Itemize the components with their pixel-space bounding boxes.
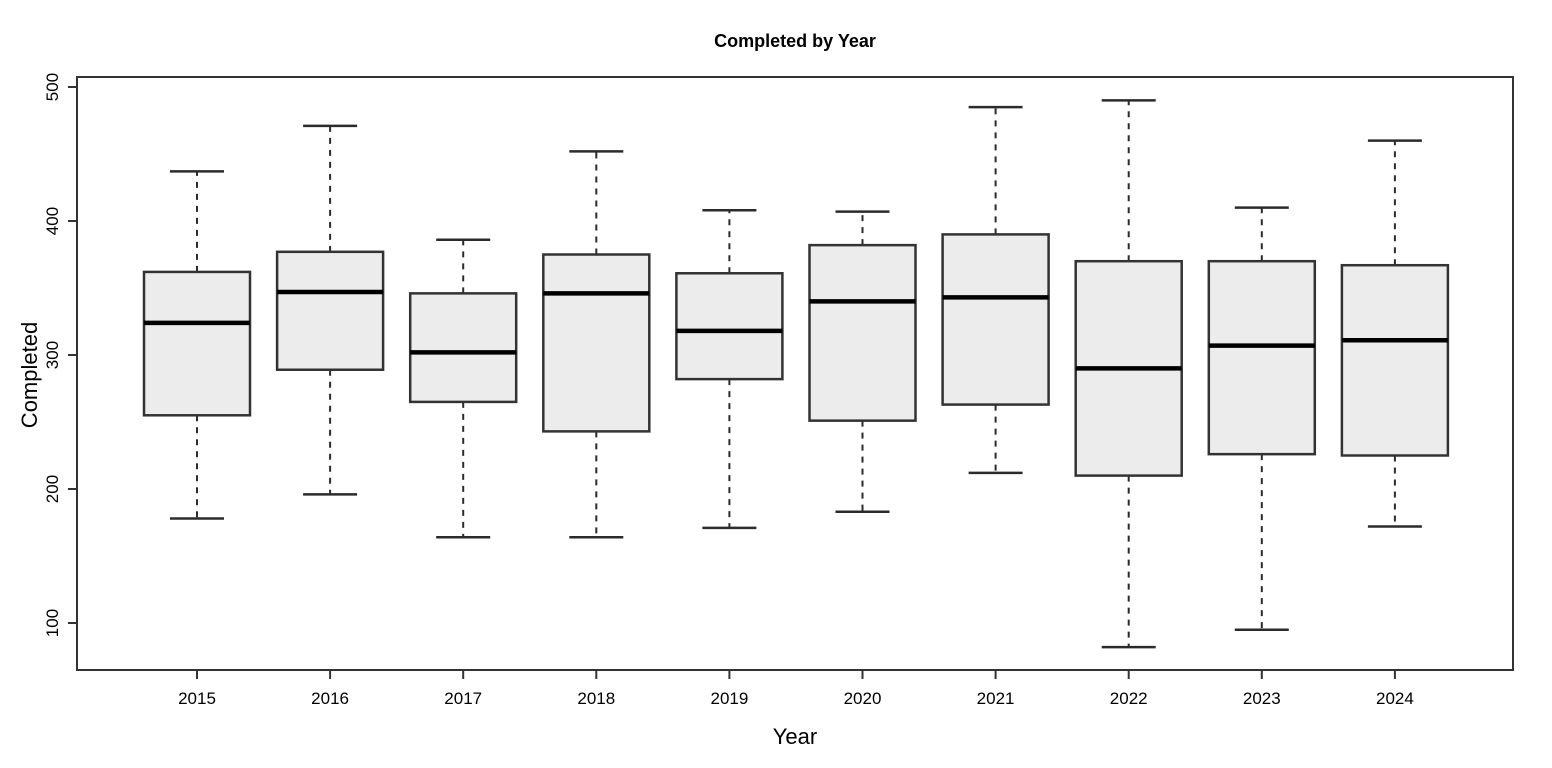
box-2017-iqr	[408, 292, 518, 404]
y-tick-label: 100	[43, 609, 62, 637]
box-2019-iqr	[675, 272, 784, 381]
x-tick-label: 2023	[1243, 689, 1281, 708]
box-2018-iqr	[542, 253, 651, 433]
x-tick-label: 2018	[577, 689, 615, 708]
box-2024-iqr	[1340, 263, 1450, 457]
x-tick-label: 2024	[1376, 689, 1414, 708]
y-tick-label: 300	[43, 341, 62, 369]
box-2015-iqr	[142, 270, 252, 417]
y-tick-label: 500	[43, 73, 62, 101]
x-tick-label: 2015	[178, 689, 216, 708]
y-tick-label: 400	[43, 207, 62, 235]
chart-title: Completed by Year	[714, 31, 876, 51]
box-2020-iqr	[808, 243, 917, 422]
x-tick-label: 2019	[710, 689, 748, 708]
y-axis-title: Completed	[17, 321, 42, 429]
x-tick-label: 2017	[444, 689, 482, 708]
x-tick-label: 2020	[844, 689, 882, 708]
x-axis-title: Year	[772, 724, 818, 749]
plot-border	[76, 76, 1514, 671]
box-2023-iqr	[1207, 259, 1317, 456]
x-tick-label: 2022	[1110, 689, 1148, 708]
x-tick-label: 2016	[311, 689, 349, 708]
x-tick-label: 2021	[977, 689, 1015, 708]
box-2016-iqr	[275, 250, 385, 371]
box-2021-iqr	[941, 233, 1050, 406]
y-tick-label: 200	[43, 475, 62, 503]
